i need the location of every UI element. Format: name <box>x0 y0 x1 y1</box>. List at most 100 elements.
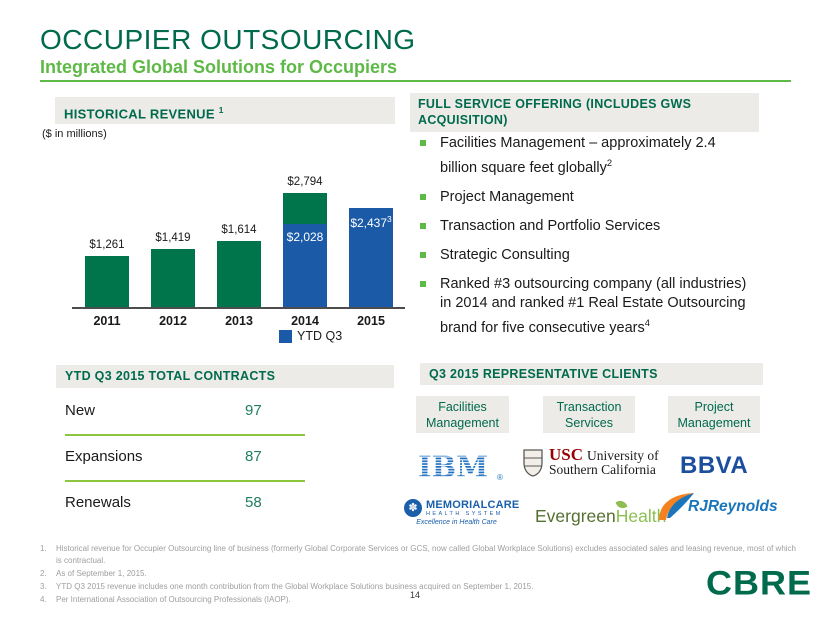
bullet-square-icon <box>420 280 426 287</box>
x-axis-label-2015: 2015 <box>357 314 385 328</box>
contract-value: 58 <box>245 494 262 511</box>
usc-shield-icon <box>523 448 543 477</box>
footnote-number: 4. <box>40 595 47 604</box>
contract-label: Renewals <box>65 494 131 511</box>
bar-2011-segment <box>85 255 129 307</box>
rjreynolds-text: RJReynolds <box>688 498 778 515</box>
legend-swatch-ytd-q3 <box>279 329 292 343</box>
ibm-logo: IBM ® <box>418 450 510 489</box>
historical-revenue-header-superscript: 1 <box>218 105 224 115</box>
rjreynolds-swoosh-icon <box>659 493 694 520</box>
full-service-offering-header: FULL SERVICE OFFERING (INCLUDES GWS ACQU… <box>410 93 759 132</box>
title-divider <box>40 80 791 82</box>
chart-units-note: ($ in millions) <box>42 128 107 140</box>
ibm-registered-mark: ® <box>497 473 503 482</box>
memorialcare-name: MEMORIALCARE <box>426 499 520 511</box>
contract-row: Renewals 58 <box>65 482 305 526</box>
footnote-text: As of September 1, 2015. <box>56 569 147 578</box>
page-number: 14 <box>409 590 420 600</box>
bar-2014-value-label: $2,794 <box>287 176 323 188</box>
bar-2012-value-label: $1,419 <box>155 232 191 245</box>
bbva-logo: BBVA <box>680 452 749 479</box>
bullet-square-icon <box>420 140 426 146</box>
chart-legend: YTD Q3 <box>279 329 342 343</box>
offering-bullet-text: Project Management <box>440 188 574 205</box>
client-category-facilities-management: Facilities Management <box>416 396 509 433</box>
bar-2014-ytd-segment <box>283 224 327 307</box>
offering-bullet-text: Strategic Consulting <box>440 246 570 263</box>
total-contracts-header: YTD Q3 2015 TOTAL CONTRACTS <box>56 365 394 388</box>
bullet-square-icon <box>420 251 426 258</box>
memorialcare-tagline: Excellence in Health Care <box>416 519 497 526</box>
offering-bullet-text: Ranked #3 outsourcing company (all indus… <box>440 275 747 336</box>
footnote: 3. YTD Q3 2015 revenue includes one month… <box>40 581 796 593</box>
offering-bullet-text: Facilities Management – approximately 2.… <box>440 135 716 176</box>
client-category-transaction-services: Transaction Services <box>543 396 635 433</box>
offering-bullet: Facilities Management – approximately 2.… <box>418 134 752 178</box>
representative-clients-header: Q3 2015 REPRESENTATIVE CLIENTS <box>420 363 763 385</box>
contract-row: New 97 <box>65 400 305 436</box>
footnote-text: Historical revenue for Occupier Outsourc… <box>56 544 796 565</box>
footnote-text: Per International Association of Outsour… <box>56 595 291 604</box>
offering-bullet: Strategic Consulting <box>418 246 752 265</box>
legend-label: YTD Q3 <box>297 329 343 343</box>
bar-2012-segment <box>151 249 195 307</box>
usc-text: USC University of Southern California <box>549 445 659 477</box>
client-category-project-management: Project Management <box>668 396 760 433</box>
footnote-number: 1. <box>40 544 47 553</box>
evergreen-text: Evergreen <box>535 506 616 526</box>
bar-2014-segment <box>283 193 327 225</box>
revenue-bar-chart: $1,261 $1,419 $1,614 $2,028 $2,794 $2,4373 YT… <box>72 152 407 347</box>
bar-2014-ytd-value-label: $2,028 <box>286 230 324 245</box>
client-category-boxes: Facilities Management Transaction Service… <box>416 396 760 433</box>
ibm-text: IBM <box>418 452 488 484</box>
memorialcare-logo: ✽ MEMORIALCARE HEALTH SYSTEM Excellence … <box>404 499 519 526</box>
footnote: 1. Historical revenue for Occupier Outsou… <box>40 543 796 567</box>
health-text: Health <box>615 506 667 526</box>
usc-logo: USC University of Southern California <box>522 445 659 477</box>
memorialcare-star-icon: ✽ <box>404 499 422 517</box>
bullet-square-icon <box>420 222 426 229</box>
usc-acronym: USC <box>549 445 584 464</box>
chart-plot-area: $1,261 $1,419 $1,614 $2,028 $2,794 $2,4373 <box>72 152 405 309</box>
historical-revenue-header: HISTORICAL REVENUE 1 <box>55 97 395 124</box>
bar-2011-value-label: $1,261 <box>89 238 125 251</box>
x-axis-label-2012: 2012 <box>159 314 187 328</box>
page-subtitle: Integrated Global Solutions for Occupier… <box>40 57 398 77</box>
contract-label: New <box>65 402 96 419</box>
rjreynolds-logo: RJReynolds <box>656 490 778 524</box>
bar-2015-segment <box>349 207 393 307</box>
footnote-number: 2. <box>40 569 47 578</box>
offering-bullet: Ranked #3 outsourcing company (all indus… <box>418 275 752 338</box>
usc-line2: Southern California <box>549 462 656 477</box>
x-axis-label-2013: 2013 <box>225 314 253 328</box>
contract-value: 87 <box>245 448 262 465</box>
offering-bullet: Transaction and Portfolio Services <box>418 217 752 236</box>
bar-2013-value-label: $1,614 <box>221 224 257 237</box>
usc-line1: University of <box>587 448 659 463</box>
footnote-number: 3. <box>40 582 47 591</box>
offering-bullet-text: Transaction and Portfolio Services <box>440 217 661 234</box>
bullet-square-icon <box>420 193 426 200</box>
page-title: OCCUPIER OUTSOURCING <box>40 24 416 55</box>
footnote-text: YTD Q3 2015 revenue includes one month c… <box>56 582 534 591</box>
bar-2015-value-label: $2,4373 <box>350 213 392 230</box>
ibm-striped-wordmark: IBM ® <box>418 450 503 484</box>
bar-2013-segment <box>217 241 261 307</box>
evergreenhealth-logo: EvergreenHealth <box>535 498 667 527</box>
x-axis-label-2014: 2014 <box>291 314 319 328</box>
memorialcare-subtitle: HEALTH SYSTEM <box>426 511 503 517</box>
contract-label: Expansions <box>65 448 143 465</box>
offering-bullet: Project Management <box>418 188 752 207</box>
x-axis-label-2011: 2011 <box>93 314 121 328</box>
contract-value: 97 <box>245 402 262 419</box>
footnote: 2. As of September 1, 2015. <box>40 568 796 580</box>
historical-revenue-header-text: HISTORICAL REVENUE <box>64 106 219 122</box>
footnotes: 1. Historical revenue for Occupier Outsou… <box>40 543 796 607</box>
footnote: 4. Per International Association of Outso… <box>40 594 796 606</box>
contract-row: Expansions 87 <box>65 436 305 482</box>
total-contracts-table: New 97 Expansions 87 Renewals 58 <box>65 400 305 526</box>
full-service-offering-list: Facilities Management – approximately 2.… <box>418 134 752 348</box>
cbre-logo: CBRE <box>706 563 813 602</box>
